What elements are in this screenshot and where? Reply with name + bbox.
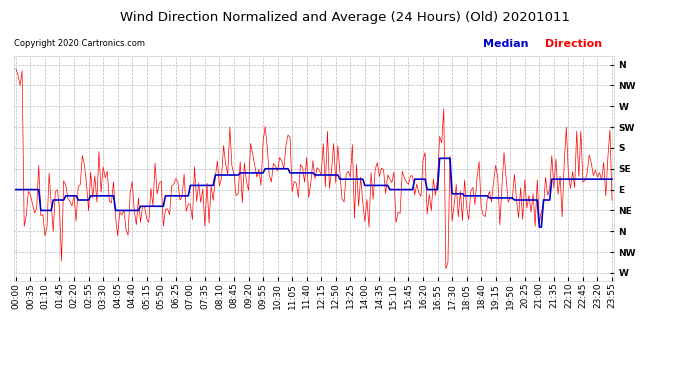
Text: Wind Direction Normalized and Average (24 Hours) (Old) 20201011: Wind Direction Normalized and Average (2…	[120, 11, 570, 24]
Text: Copyright 2020 Cartronics.com: Copyright 2020 Cartronics.com	[14, 39, 145, 48]
Text: Median: Median	[483, 39, 529, 50]
Text: Direction: Direction	[545, 39, 602, 50]
